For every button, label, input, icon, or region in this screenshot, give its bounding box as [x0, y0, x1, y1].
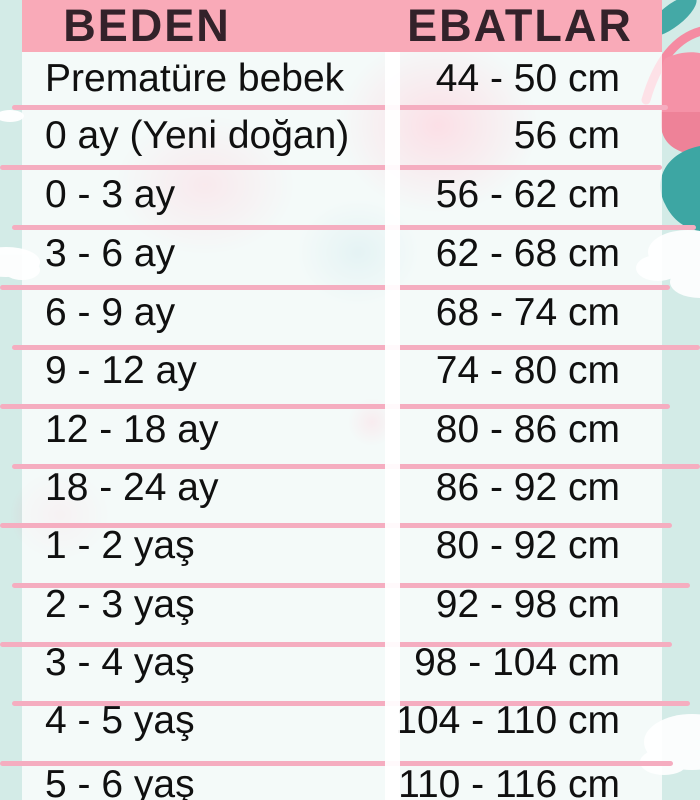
size-cell: 2 - 3 yaş — [45, 582, 195, 626]
dimension-cell: 80 - 86 cm — [435, 407, 620, 451]
dimension-cell: 104 - 110 cm — [395, 699, 620, 743]
dimension-cell: 74 - 80 cm — [435, 349, 620, 393]
row-divider — [0, 523, 672, 528]
size-cell: 3 - 4 yaş — [45, 640, 195, 684]
dimension-cell: 98 - 104 cm — [414, 640, 620, 684]
dimension-cell: 56 cm — [513, 113, 620, 157]
table-row: Prematüre bebek 44 - 50 cm — [22, 52, 662, 106]
size-cell: 18 - 24 ay — [45, 466, 219, 509]
size-cell: 0 - 3 ay — [45, 172, 176, 216]
row-divider — [12, 345, 700, 350]
table-row: 2 - 3 yaş 92 - 98 cm — [22, 576, 662, 634]
table-row: 4 - 5 yaş 104 - 110 cm — [22, 692, 662, 751]
row-divider — [0, 642, 672, 647]
row-divider — [12, 105, 668, 110]
dimension-cell: 110 - 116 cm — [398, 762, 620, 800]
table-row: 9 - 12 ay 74 - 80 cm — [22, 342, 662, 400]
size-table: BEDEN EBATLAR Prematüre bebek 44 - 50 cm… — [22, 0, 662, 800]
size-cell: Prematüre bebek — [45, 57, 345, 101]
row-divider — [0, 165, 662, 170]
row-divider — [12, 583, 690, 588]
table-row: 3 - 4 yaş 98 - 104 cm — [22, 634, 662, 692]
dimension-cell: 44 - 50 cm — [435, 57, 620, 101]
size-cell: 5 - 6 yaş — [45, 762, 195, 800]
table-row: 3 - 6 ay 62 - 68 cm — [22, 224, 662, 283]
row-divider — [12, 225, 696, 230]
dimension-cell: 92 - 98 cm — [435, 582, 620, 626]
size-cell: 3 - 6 ay — [45, 231, 176, 275]
table-row: 0 - 3 ay 56 - 62 cm — [22, 165, 662, 224]
dimension-cell: 68 - 74 cm — [435, 290, 620, 334]
table-header: BEDEN EBATLAR — [22, 0, 662, 52]
table-row: 18 - 24 ay 86 - 92 cm — [22, 459, 662, 517]
leaf-icon — [660, 146, 700, 231]
table-row: 5 - 6 yaş 110 - 116 cm — [22, 751, 662, 800]
table-row: 0 ay (Yeni doğan) 56 cm — [22, 106, 662, 165]
row-divider — [12, 701, 690, 706]
row-divider — [0, 404, 670, 409]
dimension-cell: 56 - 62 cm — [435, 172, 620, 216]
size-cell: 6 - 9 ay — [45, 290, 176, 334]
size-cell: 12 - 18 ay — [45, 407, 219, 451]
table-row: 6 - 9 ay 68 - 74 cm — [22, 283, 662, 342]
dimension-cell: 80 - 92 cm — [435, 524, 620, 568]
size-cell: 1 - 2 yaş — [45, 524, 195, 568]
dimension-cell: 62 - 68 cm — [435, 231, 620, 275]
column-header-ebatlar: EBATLAR — [407, 0, 633, 51]
table-body: Prematüre bebek 44 - 50 cm 0 ay (Yeni do… — [22, 52, 662, 800]
dimension-cell: 86 - 92 cm — [435, 466, 620, 509]
column-gap — [385, 52, 400, 800]
row-divider — [0, 285, 670, 290]
size-cell: 4 - 5 yaş — [45, 699, 195, 743]
size-cell: 9 - 12 ay — [45, 349, 197, 393]
table-row: 1 - 2 yaş 80 - 92 cm — [22, 517, 662, 576]
row-divider — [0, 761, 673, 766]
size-cell: 0 ay (Yeni doğan) — [45, 113, 350, 157]
column-header-beden: BEDEN — [63, 0, 231, 51]
table-row: 12 - 18 ay 80 - 86 cm — [22, 400, 662, 459]
row-divider — [12, 464, 700, 469]
